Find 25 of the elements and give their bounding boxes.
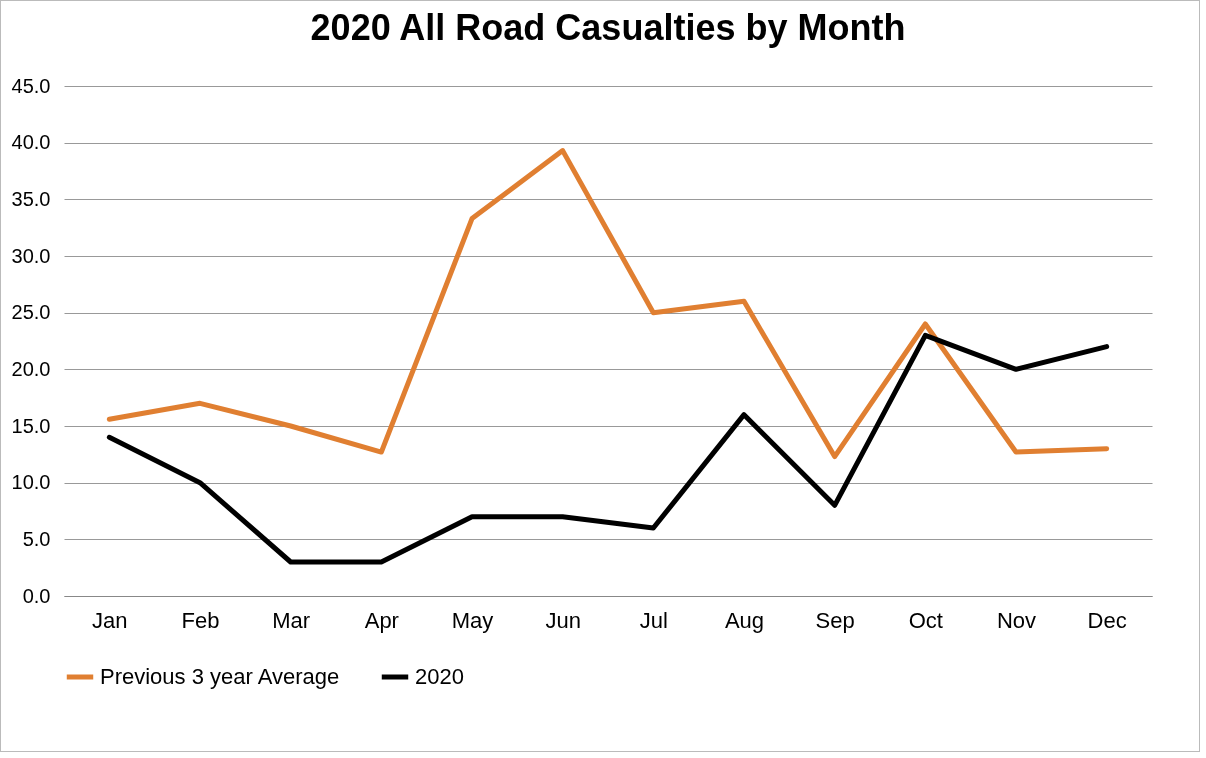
x-tick-label: Jan (92, 607, 128, 633)
x-tick-label: Jul (639, 607, 668, 633)
y-tick-label: 20.0 (11, 357, 51, 380)
y-tick-label: 0.0 (22, 584, 51, 607)
x-tick-label: Jun (545, 607, 581, 633)
x-tick-label: Apr (364, 607, 399, 633)
y-tick-label: 5.0 (22, 527, 51, 550)
y-tick-label: 15.0 (11, 414, 51, 437)
legend-label: 2020 (415, 664, 464, 689)
x-tick-label: Dec (1087, 607, 1127, 633)
y-tick-label: 30.0 (11, 244, 51, 267)
x-tick-label: Aug (724, 607, 765, 633)
y-tick-label: 10.0 (11, 471, 51, 494)
x-tick-label: Sep (815, 607, 855, 633)
x-tick-label: Feb (181, 607, 220, 633)
legend-label: Previous 3 year Average (100, 664, 340, 689)
x-tick-label: Nov (996, 607, 1037, 633)
y-tick-label: 25.0 (11, 301, 51, 324)
x-tick-label: Mar (272, 607, 311, 633)
y-tick-label: 45.0 (11, 74, 51, 97)
x-tick-label: Oct (908, 607, 943, 633)
x-tick-label: May (451, 607, 494, 633)
y-tick-label: 35.0 (11, 187, 51, 210)
chart-title: 2020 All Road Casualties by Month (310, 7, 906, 48)
y-tick-label: 40.0 (11, 131, 51, 154)
